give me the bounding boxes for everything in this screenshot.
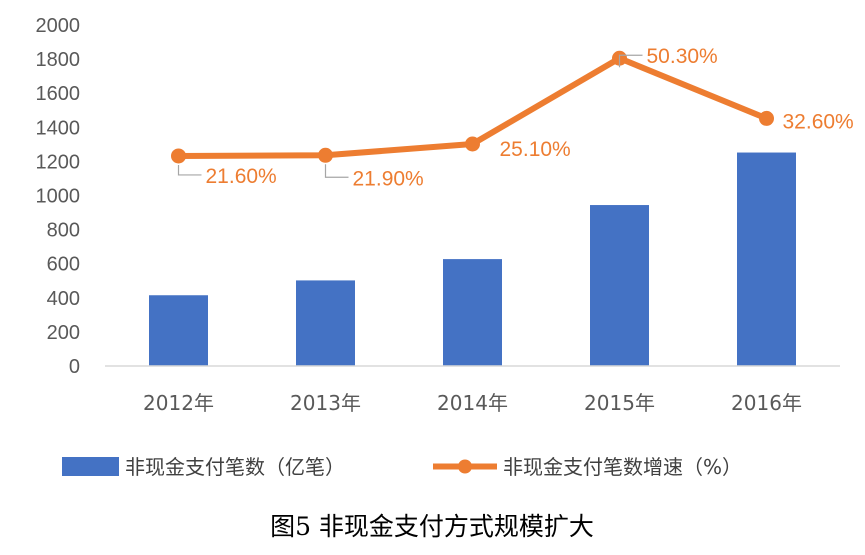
y-tick-label: 200 xyxy=(47,322,80,344)
x-tick-label: 2016年 xyxy=(731,391,802,415)
x-tick-label: 2014年 xyxy=(437,391,508,415)
data-label: 32.60% xyxy=(783,110,854,133)
data-label-leader xyxy=(324,164,349,178)
y-tick-label: 1600 xyxy=(36,83,81,105)
data-label-leader xyxy=(177,164,202,176)
bar-series xyxy=(149,152,796,366)
line-marker xyxy=(759,110,774,126)
line-marker xyxy=(171,148,186,164)
legend-line-marker xyxy=(458,459,472,474)
bar xyxy=(296,280,355,366)
y-tick-label: 600 xyxy=(47,254,80,276)
data-label: 21.60% xyxy=(206,165,277,188)
y-tick-label: 800 xyxy=(47,220,80,242)
y-tick-label: 1400 xyxy=(36,117,81,139)
bar xyxy=(590,205,649,366)
bar xyxy=(443,259,502,366)
line-marker xyxy=(318,147,333,163)
y-tick-label: 0 xyxy=(69,356,80,378)
data-label: 25.10% xyxy=(500,138,571,161)
x-axis: 2012年 2013年 2014年 2015年 2016年 xyxy=(143,391,802,415)
y-axis: 0 200 400 600 800 1000 1200 1400 1600 1800 2000 xyxy=(36,15,81,378)
legend-bar-label: 非现金支付笔数（亿笔） xyxy=(125,455,345,479)
y-tick-label: 400 xyxy=(47,288,80,310)
y-tick-label: 1800 xyxy=(36,49,81,71)
line-series: 21.60% 21.90% 25.10% 50.30% 32.60% xyxy=(171,45,854,190)
y-tick-label: 1000 xyxy=(36,186,81,208)
x-tick-label: 2013年 xyxy=(290,391,361,415)
bar xyxy=(149,295,208,366)
legend-bar-swatch xyxy=(62,457,119,476)
x-tick-label: 2015年 xyxy=(584,391,655,415)
data-label-leader xyxy=(618,54,643,68)
data-label: 50.30% xyxy=(647,45,718,68)
x-tick-label: 2012年 xyxy=(143,391,214,415)
y-tick-label: 1200 xyxy=(36,151,81,173)
y-tick-label: 2000 xyxy=(36,15,81,37)
legend-line-label: 非现金支付笔数增速（%） xyxy=(503,455,742,479)
line-marker xyxy=(465,136,480,152)
figure-caption: 图5 非现金支付方式规模扩大 xyxy=(270,512,594,541)
legend: 非现金支付笔数（亿笔） 非现金支付笔数增速（%） xyxy=(62,455,742,479)
bar xyxy=(737,152,796,366)
data-label: 21.90% xyxy=(353,167,424,190)
